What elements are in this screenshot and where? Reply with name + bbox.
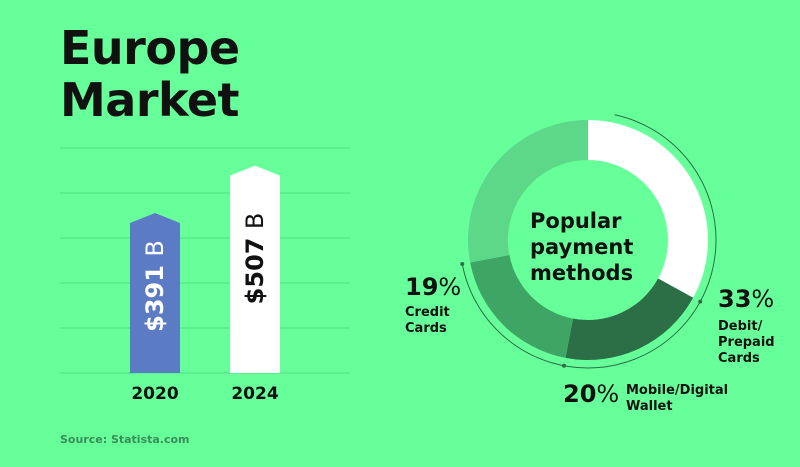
slice-label: Credit [405, 305, 450, 320]
donut-center-title: methods [530, 261, 633, 285]
bar-2020 [130, 213, 180, 373]
bracket-marker [562, 363, 567, 368]
slice-label: Mobile/Digital [626, 383, 728, 398]
slice-percent: 20% [563, 380, 619, 408]
category-label: 2020 [131, 384, 178, 404]
slice-label: Debit/ [718, 319, 763, 334]
source-note: Source: Statista.com [60, 433, 190, 446]
donut-slice [588, 120, 709, 298]
title-line-1: Europe [60, 21, 240, 75]
bracket-marker [698, 299, 703, 304]
donut-slice [565, 278, 694, 361]
slice-percent: 19% [405, 273, 461, 301]
donut-slice [470, 254, 574, 358]
slice-percent: 33% [718, 285, 774, 313]
slice-label: Cards [405, 321, 447, 336]
bar-value-label: $391 B [141, 240, 169, 332]
bar-value-label: $507 B [241, 213, 269, 305]
donut-center-title: payment [530, 235, 633, 259]
donut-slice [468, 120, 588, 263]
donut-center-title: Popular [530, 209, 622, 233]
bracket-arc [461, 114, 717, 369]
slice-label: Wallet [626, 399, 673, 414]
category-label: 2024 [231, 384, 278, 404]
slice-label: Cards [718, 351, 760, 366]
slice-label: Prepaid [718, 335, 775, 350]
title-line-2: Market [60, 73, 240, 127]
bar-2024 [230, 165, 280, 373]
bracket-marker [460, 261, 465, 266]
page-title: Europe Market [60, 22, 240, 126]
